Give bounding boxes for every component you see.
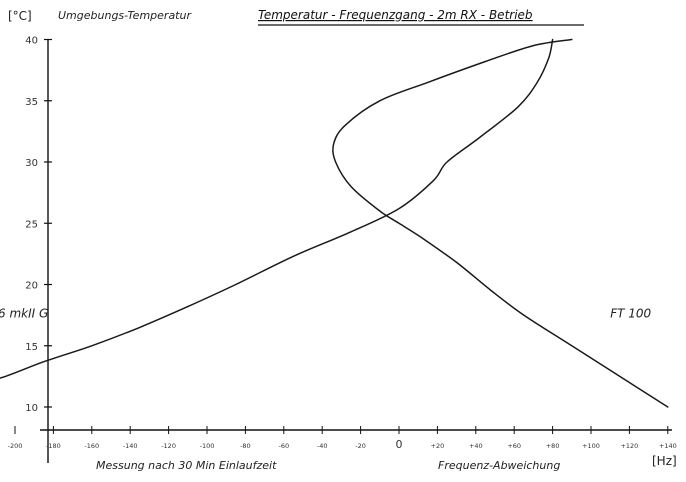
x-tick-label: -140 (123, 442, 138, 450)
x-tick-label: -80 (240, 442, 251, 450)
x-axis-label: Frequenz-Abweichung (438, 459, 560, 472)
x-tick-label: +20 (431, 442, 445, 450)
y-tick-label: 30 (25, 158, 38, 169)
x-tick-label: -200 (8, 442, 23, 450)
series-label: FT 100 (610, 307, 651, 321)
x-tick-label: +60 (507, 442, 521, 450)
x-tick-label: +80 (546, 442, 560, 450)
series-line-1 (332, 38, 669, 408)
series-label: IC 706 mkII G (0, 307, 48, 321)
x-tick-label: 0 (396, 438, 403, 451)
x-tick-label: -60 (278, 442, 289, 450)
x-tick-label: -100 (200, 442, 215, 450)
y-unit-label: [°C] (8, 9, 32, 23)
x-unit-label: [Hz] (652, 454, 677, 468)
x-tick-label: +40 (469, 442, 483, 450)
chart-title: Temperatur - Frequenzgang - 2m RX - Betr… (258, 8, 533, 22)
y-tick-label: 25 (25, 219, 38, 230)
y-ticks: 10 15 20 25 30 35 40 (25, 36, 52, 414)
x-tick-label: +140 (659, 442, 677, 450)
y-tick-label: 40 (25, 36, 38, 47)
y-tick-label: 10 (25, 403, 38, 414)
x-tick-label: -160 (84, 442, 99, 450)
series-lines (0, 38, 669, 408)
series-line-0 (0, 38, 554, 379)
x-tick-label: -120 (161, 442, 176, 450)
measurement-note: Messung nach 30 Min Einlaufzeit (96, 459, 277, 472)
x-ticks: -270-260-240-220-200-180-160-140-120-100… (8, 426, 677, 451)
x-tick-label: +100 (582, 442, 600, 450)
x-tick-label: -20 (355, 442, 366, 450)
x-tick-label: +120 (620, 442, 638, 450)
x-tick-label: -40 (317, 442, 328, 450)
y-tick-label: 15 (25, 342, 38, 353)
y-axis-label: Umgebungs-Temperatur (58, 9, 192, 22)
y-tick-label: 20 (25, 281, 38, 292)
x-tick-label: -180 (46, 442, 61, 450)
series-labels: IC 706 mkII G FT 100 (0, 307, 652, 321)
y-tick-label: 35 (25, 97, 38, 108)
